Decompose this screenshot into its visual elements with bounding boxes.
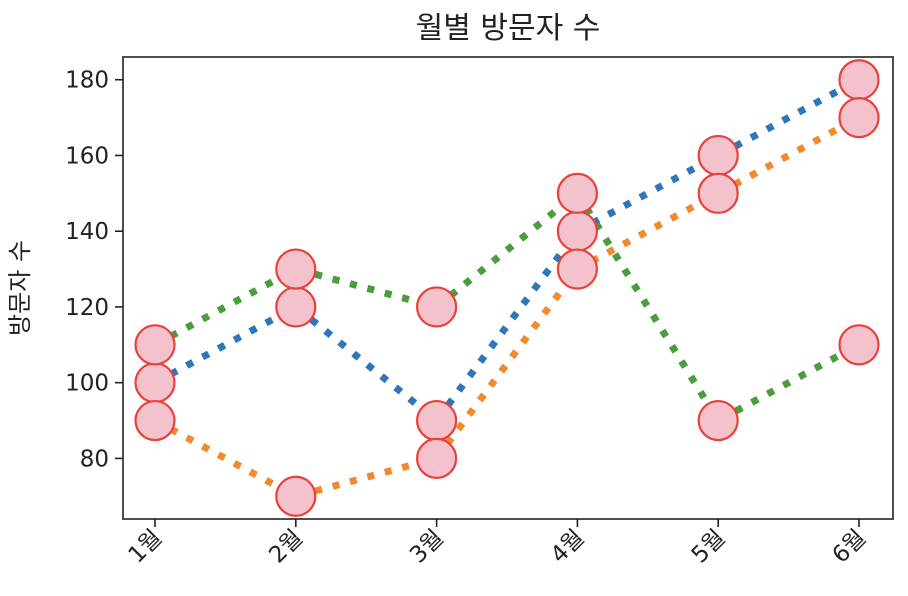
x-tick-label: 4월 [546,525,590,569]
x-tick-label: 5월 [687,525,731,569]
y-tick-label: 100 [65,371,109,397]
series-2-point [416,437,458,480]
x-tick-label: 6월 [828,525,872,569]
series-1-point [556,210,599,252]
series-1-point [275,286,317,328]
series-3-point [556,172,599,214]
x-tick-label: 3월 [405,525,449,569]
series-1-point [838,59,880,101]
y-tick-label: 140 [65,219,109,245]
y-tick-label: 80 [80,446,109,472]
x-tick-label: 2월 [264,525,308,569]
y-axis: 80 100 120 140 160 180 [65,68,123,472]
series-2-point [134,399,176,442]
series-1-point [697,134,739,177]
marker-layer [134,59,880,517]
plot-frame [122,56,894,520]
series-3-point [416,286,458,328]
chart-title: 월별 방문자 수 [416,11,601,46]
series-3-point [134,324,176,366]
y-tick-label: 120 [65,295,109,321]
series-line-2 [153,114,861,501]
series-2-point [275,475,317,517]
series-3-point [697,399,739,442]
x-tick-label: 1월 [124,525,168,569]
series-layer [153,76,861,501]
series-1-point [416,399,458,442]
series-2-point [838,96,880,139]
series-1-point [134,362,176,404]
y-tick-label: 180 [65,68,109,94]
series-3-point [838,324,880,366]
series-line-3 [153,188,861,426]
series-2-point [556,248,599,290]
x-axis: 1월 2월 3월 4월 5월 6월 [124,519,872,569]
series-3-point [275,248,317,290]
y-tick-label: 160 [65,143,109,169]
y-axis-label: 방문자 수 [6,240,34,336]
series-2-point [697,172,739,214]
